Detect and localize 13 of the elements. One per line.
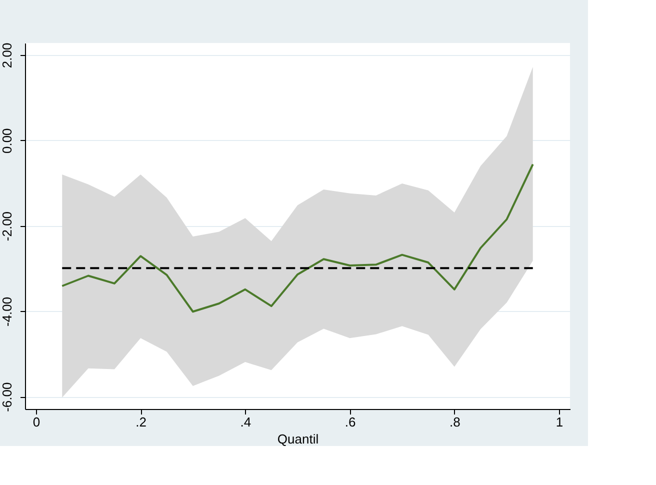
x-tick-label: .8 [449,414,460,430]
x-tick-label: .2 [136,414,147,430]
x-tick-label: .6 [344,414,356,430]
y-tick-label: -4.00 [0,296,14,327]
x-axis-title: Quantil [277,432,319,446]
y-tick-label: -6.00 [0,382,14,412]
y-tick-label: 2.00 [0,42,14,68]
line-series [61,163,534,313]
y-tick-label: -2.00 [0,211,14,242]
y-tick-label: 0.00 [0,128,14,154]
x-tick-label: 0 [32,414,40,430]
x-tick-label: .4 [240,414,252,430]
x-tick-label: 1 [556,414,564,430]
